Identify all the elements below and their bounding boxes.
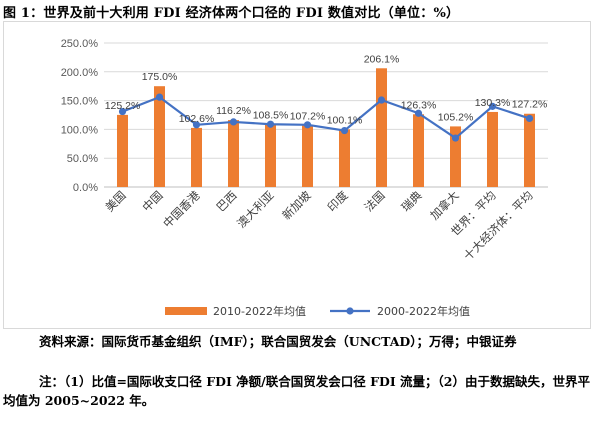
legend-label-line: 2000-2022年均值 <box>377 304 470 318</box>
legend-label-bars: 2010-2022年均值 <box>213 304 306 318</box>
y-tick-label: 150.0% <box>61 96 99 108</box>
bar-data-label: 206.1% <box>364 53 400 65</box>
x-category-label: 中国香港 <box>160 188 203 231</box>
line-point-10 <box>451 134 460 142</box>
bar-data-label: 116.2% <box>216 105 251 117</box>
bar-10 <box>450 126 461 187</box>
bar-6 <box>302 125 313 187</box>
footnote: 注：（1）比值=国际收支口径 FDI 净额/联合国贸发会口径 FDI 流量；（2… <box>3 372 597 410</box>
line-point-3 <box>192 121 201 129</box>
figure-title: 图 1：世界及前十大利用 FDI 经济体两个口径的 FDI 数值对比（单位：%） <box>3 6 460 21</box>
bar-5 <box>265 124 276 187</box>
bar-3 <box>191 127 202 187</box>
bar-data-label: 130.3% <box>475 97 511 109</box>
y-tick-label: 100.0% <box>61 124 99 136</box>
x-category-label: 巴西 <box>213 188 239 214</box>
y-tick-label: 0.0% <box>73 182 98 194</box>
bar-1 <box>117 114 128 187</box>
y-tick-label: 50.0% <box>67 153 98 165</box>
bar-data-label: 100.1% <box>327 114 363 126</box>
bar-9 <box>413 114 424 187</box>
x-category-label: 十大经济体：平均 <box>461 188 536 263</box>
bar-11 <box>487 111 498 187</box>
bar-data-label: 105.2% <box>438 111 474 123</box>
footnote-text: 注：（1）比值=国际收支口径 FDI 净额/联合国贸发会口径 FDI 流量；（2… <box>3 374 590 408</box>
chart-frame <box>3 21 591 329</box>
x-category-label: 印度 <box>324 188 351 215</box>
line-point-5 <box>266 120 275 128</box>
source-text: 资料来源：国际货币基金组织（IMF）；联合国贸发会（UNCTAD）；万得；中银证… <box>39 334 517 349</box>
line-point-4 <box>229 118 238 126</box>
x-category-label: 澳大利亚 <box>234 188 276 230</box>
bar-data-label: 125.2% <box>105 100 141 112</box>
x-category-label: 法国 <box>361 188 387 214</box>
bar-data-label: 102.6% <box>179 113 215 125</box>
bar-7 <box>339 129 350 187</box>
x-category-label: 瑞典 <box>398 188 425 215</box>
bar-4 <box>228 120 239 187</box>
bar-data-label: 127.2% <box>512 99 548 111</box>
x-category-label: 加拿大 <box>427 188 462 223</box>
series-line-2000-2022 <box>122 96 530 140</box>
line-point-12 <box>525 114 534 123</box>
x-category-label: 美国 <box>102 188 128 214</box>
bar-2 <box>154 86 165 187</box>
legend-marker-line <box>346 307 354 315</box>
legend-swatch-bars <box>165 307 207 315</box>
line-point-2 <box>155 93 164 101</box>
y-tick-label: 250.0% <box>61 38 99 50</box>
bar-12 <box>524 113 535 187</box>
fdi-comparison-chart: 0.0% 50.0% 100.0% 150.0% 200.0% 250.0% 125.2% 1… <box>61 38 548 318</box>
y-tick-label: 200.0% <box>61 67 99 79</box>
line-point-9 <box>414 109 423 117</box>
bar-8 <box>376 68 387 187</box>
x-category-label: 新加坡 <box>279 188 314 223</box>
bar-data-label: 175.0% <box>142 71 178 83</box>
line-point-7 <box>340 126 349 135</box>
line-point-1 <box>118 107 127 116</box>
line-point-8 <box>377 96 386 104</box>
source-note: 资料来源：国际货币基金组织（IMF）；联合国贸发会（UNCTAD）；万得；中银证… <box>3 332 597 351</box>
x-category-label: 中国 <box>139 188 165 214</box>
bar-data-label: 107.2% <box>290 110 326 122</box>
bar-data-label: 126.3% <box>401 99 437 111</box>
line-point-6 <box>303 121 312 129</box>
bar-data-label: 108.5% <box>253 110 289 122</box>
line-point-11 <box>488 102 497 110</box>
